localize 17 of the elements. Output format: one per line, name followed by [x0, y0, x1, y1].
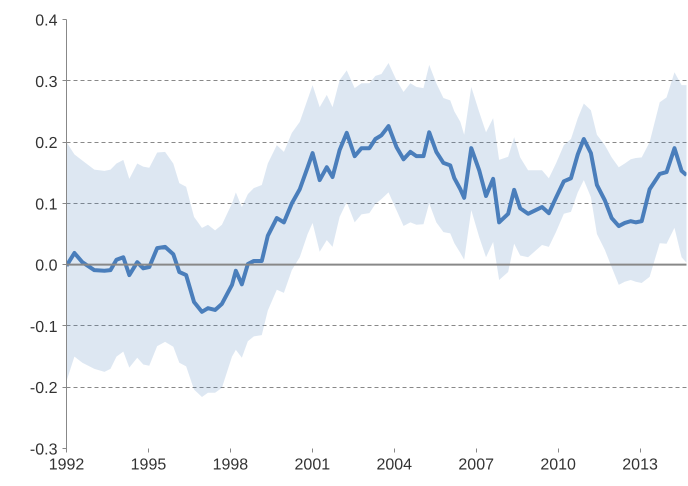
- x-tick-label: 2013: [622, 456, 658, 474]
- y-tick-label: 0.3: [35, 74, 58, 91]
- x-tick-label: 2004: [376, 456, 412, 474]
- x-tick-label: 2007: [458, 456, 494, 474]
- y-tick-label: -0.3: [30, 442, 58, 458]
- y-tick-label: 0.0: [35, 258, 58, 275]
- line-series: [66, 124, 686, 314]
- y-tick-label: -0.2: [30, 380, 58, 398]
- y-tick-label: 0.2: [35, 135, 58, 152]
- y-tick-label: 0.1: [35, 196, 58, 214]
- x-tick-label: 2010: [540, 456, 576, 474]
- x-tick-label: 1992: [48, 456, 84, 474]
- y-tick-label: -0.1: [30, 318, 58, 336]
- y-tick-label: 0.4: [35, 12, 58, 30]
- x-tick-label: 1995: [130, 456, 166, 474]
- x-tick-label: 1998: [212, 456, 248, 474]
- x-tick-label: 2001: [294, 456, 330, 474]
